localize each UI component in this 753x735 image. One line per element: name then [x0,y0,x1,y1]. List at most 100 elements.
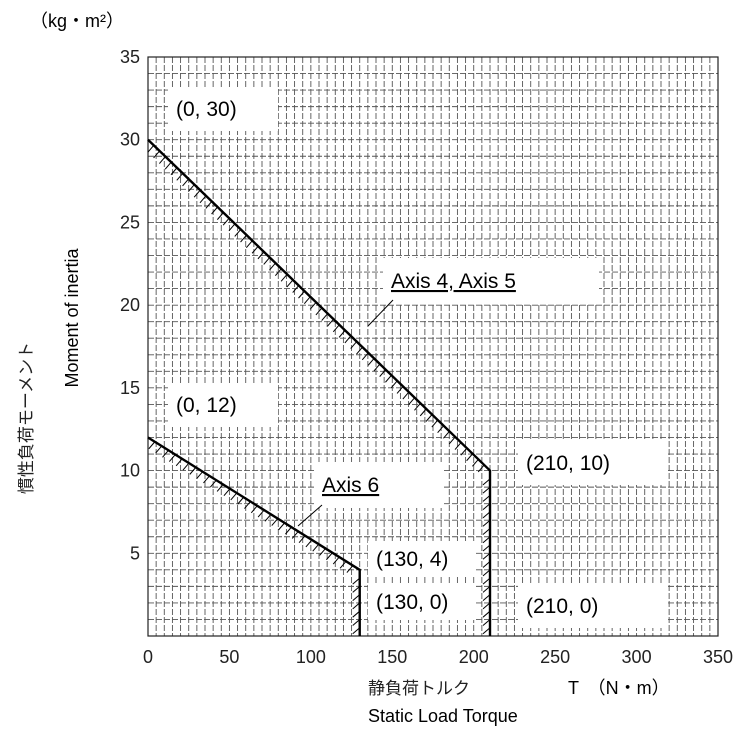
hatch-mark [237,496,244,505]
annotation-0-30: (0, 30) [176,98,237,121]
y-tick-label: 20 [120,295,140,315]
annotation-130-4-box [368,541,476,577]
hatch-mark [326,552,333,561]
hatch-mark [264,514,272,522]
hatch-mark [222,217,230,226]
hatch-mark [187,184,195,192]
hatch-mark [437,425,445,434]
hatch-mark [305,539,313,548]
annotation-130-4: (130, 4) [376,548,448,571]
plot-frame [147,56,719,637]
hatch-mark [278,522,285,531]
x-tick-label: 50 [219,647,239,667]
hatch-mark [448,436,456,445]
hatch-mark [346,565,354,573]
hatch-mark [274,268,282,277]
annotation-210-10-box [518,441,666,485]
hatch-mark [199,195,207,204]
series-label-1: Axis 4, Axis 5 [391,270,516,293]
series-label-2: Axis 6 [322,474,379,497]
hatch-mark [245,240,253,248]
hatch-mark [315,307,323,316]
hatch-mark [402,391,410,400]
hatch-mark [408,397,416,405]
hatch-mark [332,324,340,333]
hatch-mark [234,229,242,237]
y-unit-label: （kg・m²） [30,11,124,31]
hatch-mark [263,257,271,265]
hatch-mark [193,189,201,198]
plot-border [147,56,719,637]
y-tick-label: 10 [120,461,140,481]
x-label-jp: 静負荷トルク [368,679,470,699]
x-tick-label: 350 [703,647,733,667]
hatch-mark [250,505,258,514]
hatch-mark [312,543,320,552]
hatch-mark [291,531,299,539]
x-tick-label: 300 [622,647,652,667]
hatch-mark [211,206,218,215]
annotation-130-0-box [368,584,476,620]
hatch-mark [216,484,224,492]
hatch-mark [189,467,197,475]
hatch-mark [175,458,183,467]
hatch-mark [223,488,231,497]
hatch-mark [286,279,294,288]
hatch-mark [431,419,439,428]
hatch-mark [292,285,300,293]
hatch-mark [182,462,190,471]
hatch-mark [309,302,317,310]
hatch-mark [196,471,204,479]
tick-labels: 0 50 100 150 200 250 300 350 5 10 15 20 25 30 35 [120,47,733,667]
series-line-2 [147,436,361,636]
hatch-mark [460,447,468,456]
annotation-210-0: (210, 0) [526,595,598,618]
hatch-mark [419,408,427,417]
hatch-mark [350,341,358,349]
x-tick-label: 0 [143,647,153,667]
hatch-mark [153,150,160,159]
hatch-mark [443,430,450,439]
hatch-mark [454,442,462,450]
hatch-mark [240,234,247,243]
hatch-mark [148,441,156,450]
annotation-0-12-box [168,383,278,427]
y-tick-label: 25 [120,212,140,232]
hatch-mark [216,212,224,220]
annotation-130-0: (130, 0) [376,591,448,614]
x-tick-label: 250 [540,647,570,667]
hatch-mark [176,173,184,181]
hatch-mark [170,167,178,176]
hatch-mark [385,374,392,383]
x-unit-label: T （N・m） [568,678,670,698]
series-line-1 [147,138,492,636]
x-tick-label: 200 [459,647,489,667]
hatch-mark [414,402,421,411]
hatch-mark [472,459,479,467]
leader-line-1 [367,299,394,327]
hatch-mark [379,369,387,377]
hatch-mark [373,363,381,372]
hatch-mark [269,262,276,271]
annotation-210-0-box [518,584,666,628]
hatch-mark [396,386,404,394]
hatch-mark [251,245,259,254]
series-label-1-box [383,258,599,304]
hatch-mark [298,290,305,299]
annotation-0-30-box [168,87,278,131]
hatch-mark [257,251,265,260]
hatch-mark [271,518,279,526]
hatch-mark [159,156,166,164]
annotation-0-12: (0, 12) [176,394,237,417]
hatch-mark [344,335,352,344]
hatch-mark [298,535,306,544]
hatch-mark [466,453,473,462]
hatch-mark [361,352,369,361]
y-tick-label: 35 [120,47,140,67]
hatch-mark [182,178,189,187]
hatch-mark [168,454,176,462]
hatch-mark [319,548,326,556]
x-tick-label: 150 [377,647,407,667]
hatch-mark [164,161,172,170]
